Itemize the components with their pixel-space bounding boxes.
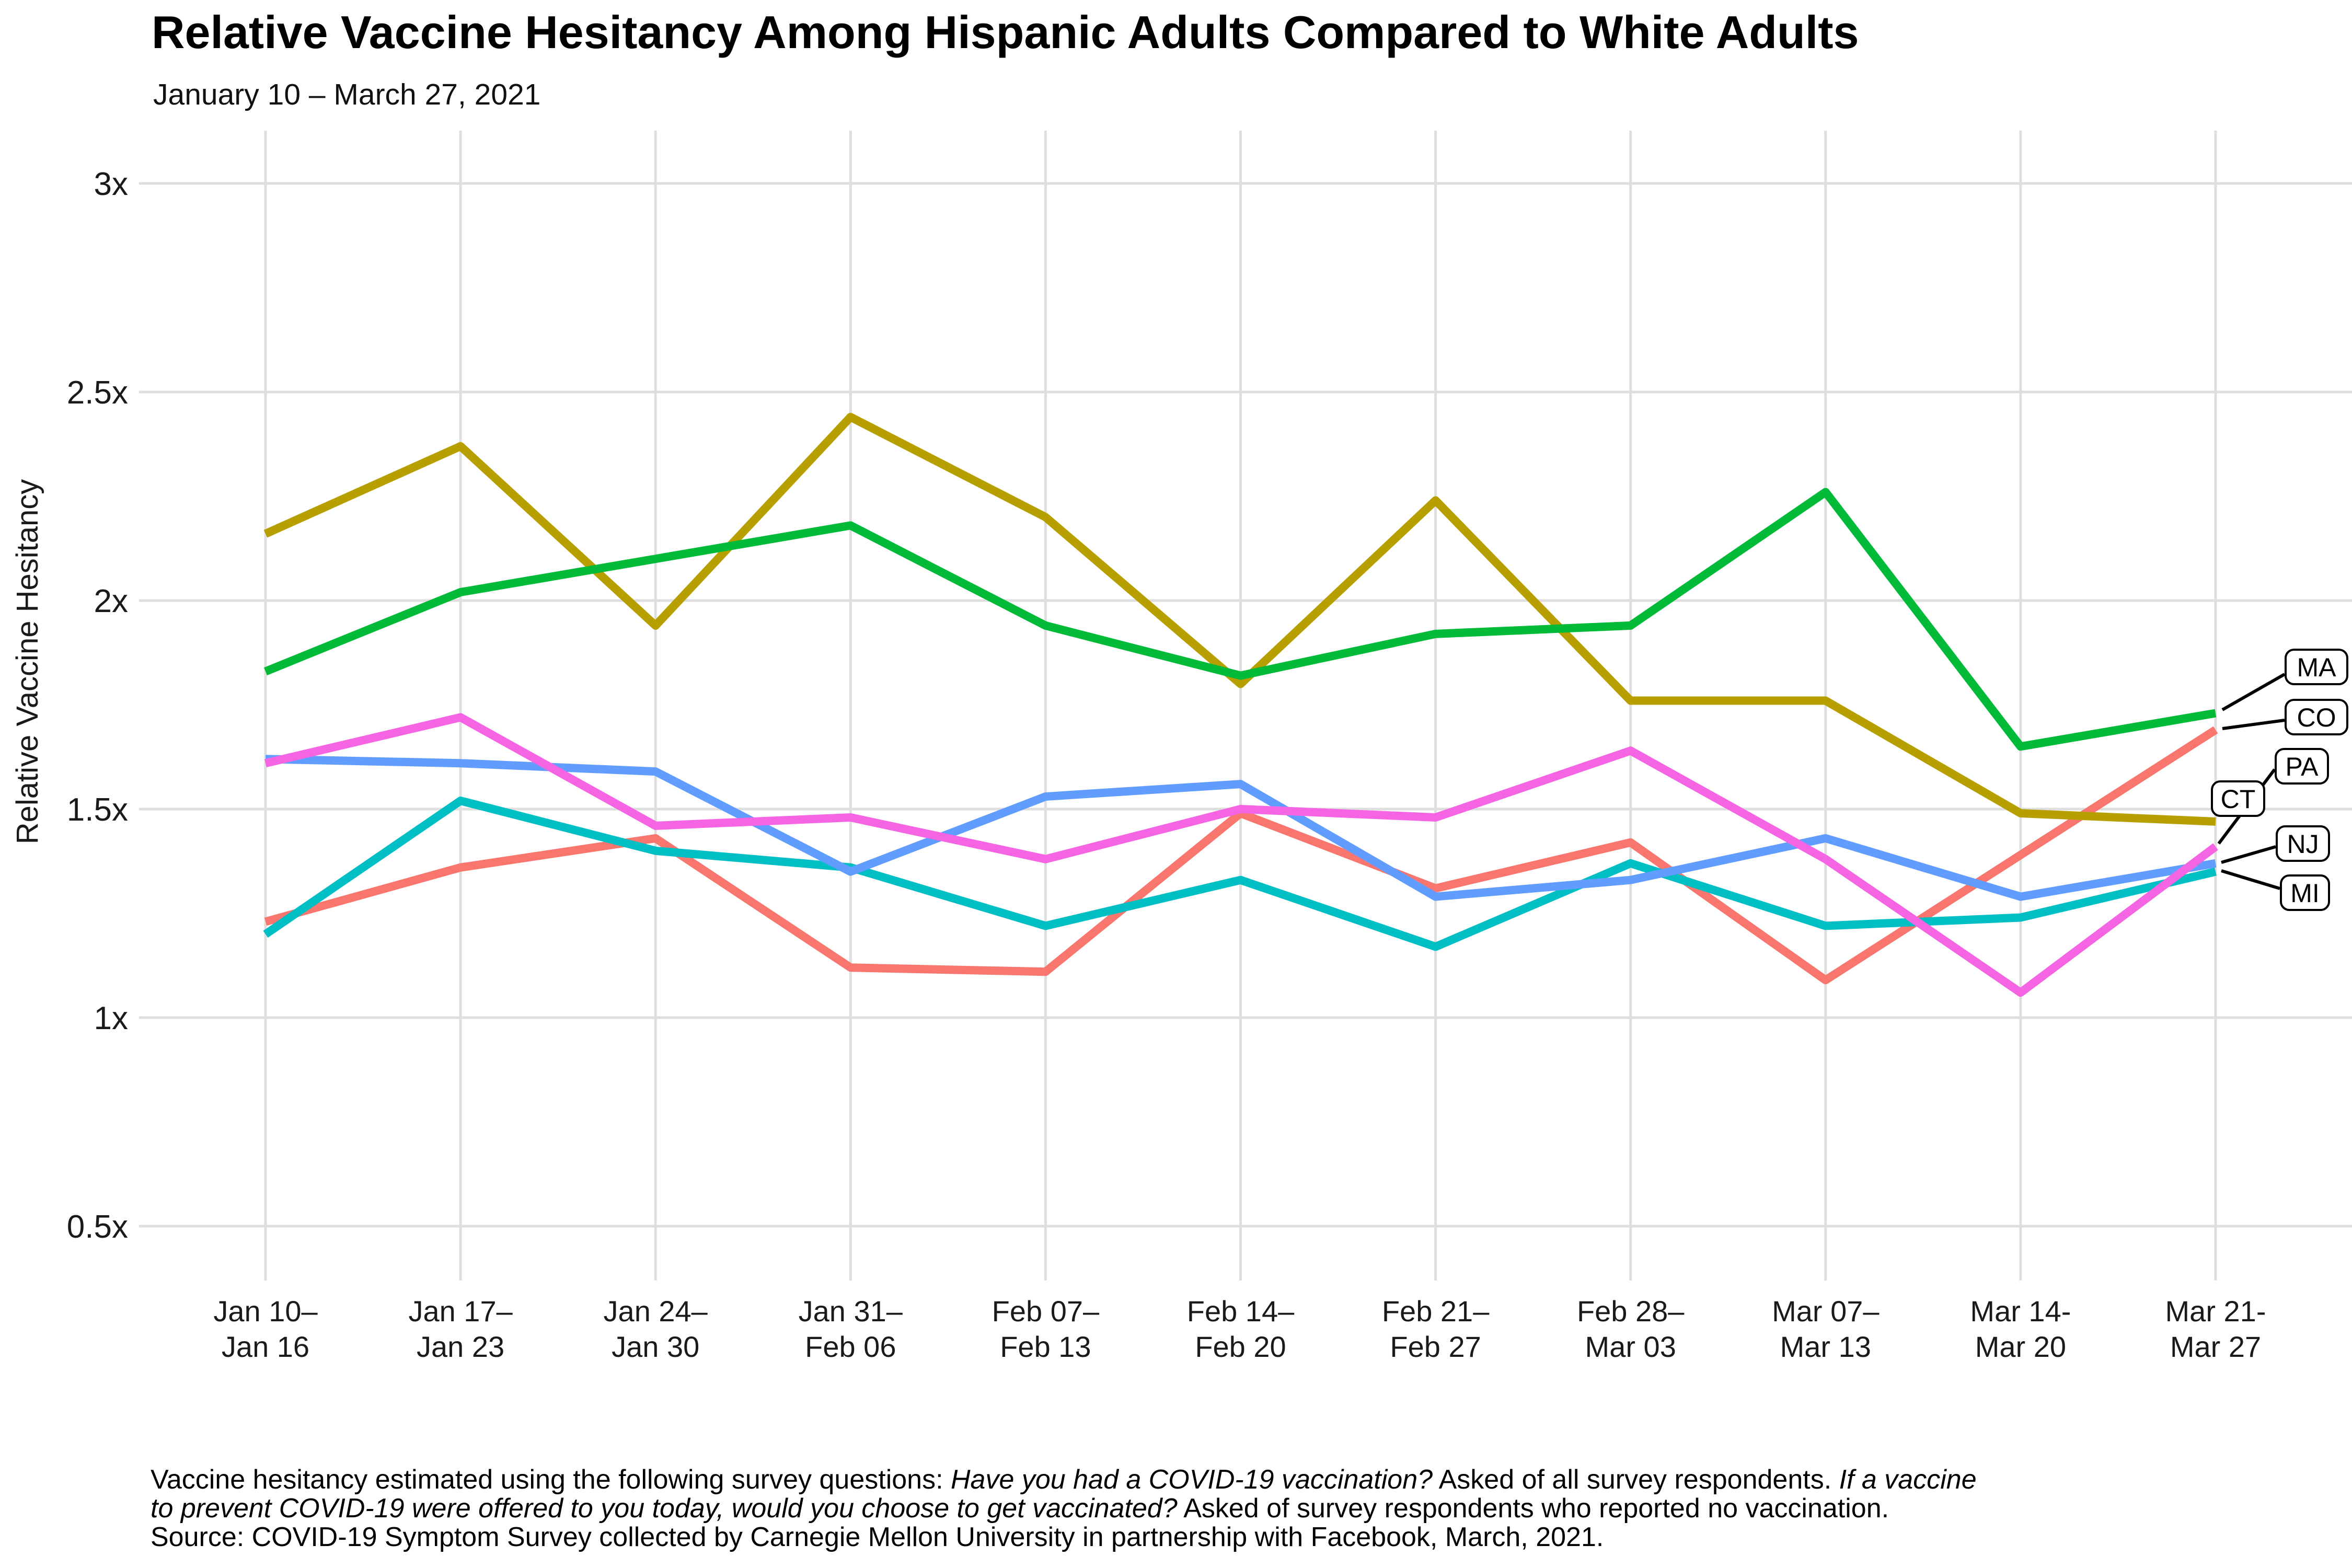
x-tick-label: Jan 31– Feb 06: [799, 1295, 903, 1363]
y-tick-label: 1.5x: [67, 792, 128, 828]
end-label-leader-NJ: [2221, 845, 2276, 864]
end-label-box-NJ: [2276, 825, 2330, 862]
series-end-labels: CO CT MA MI NJ PA: [2211, 649, 2348, 911]
end-label-text-CO: CO: [2297, 703, 2336, 732]
end-label-box-PA: [2275, 748, 2329, 785]
x-tick-label: Feb 21– Feb 27: [1382, 1295, 1490, 1363]
series-line-PA: [264, 713, 2218, 997]
y-tick-label: 2.5x: [67, 375, 128, 411]
series-line-MI: [263, 797, 2217, 951]
end-label-text-PA: PA: [2286, 752, 2319, 781]
x-tick-label: Mar 14-Mar 20: [1970, 1295, 2071, 1363]
end-label-leader-MA: [2221, 673, 2286, 711]
y-axis-title: Relative Vaccine Hesitancy: [10, 479, 44, 844]
end-label-text-MI: MI: [2290, 879, 2320, 908]
end-label-text-MA: MA: [2297, 653, 2337, 682]
series-lines: [263, 412, 2218, 997]
x-tick-label: Jan 10– Jan 16: [213, 1295, 318, 1363]
y-tick-label: 1x: [94, 1000, 128, 1036]
end-label-box-MA: [2285, 649, 2348, 685]
x-tick-label: Mar 21-Mar 27: [2165, 1295, 2266, 1363]
caption-line: Source: COVID-19 Symptom Survey collecte…: [151, 1522, 1604, 1552]
x-tick-label: Mar 07– Mar 13: [1772, 1295, 1880, 1363]
y-axis-tick-labels: 0.5x 1x 1.5x 2x 2.5x 3x: [67, 166, 128, 1245]
x-tick-label: Feb 28– Mar 03: [1577, 1295, 1685, 1363]
y-tick-label: 3x: [94, 166, 128, 202]
caption-line: to prevent COVID-19 were offered to you …: [151, 1493, 1889, 1524]
series-line-MA: [263, 488, 2217, 751]
end-label-leader-MI: [2221, 869, 2280, 890]
chart-caption: Vaccine hesitancy estimated using the fo…: [151, 1465, 1977, 1552]
series-line-NJ: [265, 755, 2217, 901]
end-label-box-CT: [2211, 780, 2265, 817]
x-tick-label: Jan 24– Jan 30: [604, 1295, 708, 1363]
caption-line: Vaccine hesitancy estimated using the fo…: [151, 1465, 1977, 1495]
x-tick-label: Jan 17– Jan 23: [408, 1295, 513, 1363]
x-axis-tick-labels: Jan 10– Jan 16 Jan 17– Jan 23 Jan 24– Jan 30 J…: [213, 1295, 2266, 1363]
end-label-text-CT: CT: [2221, 785, 2256, 814]
y-tick-label: 2x: [94, 583, 128, 619]
x-tick-label: Feb 07– Feb 13: [992, 1295, 1100, 1363]
x-tick-label: Feb 14– Feb 20: [1187, 1295, 1295, 1363]
chart-title: Relative Vaccine Hesitancy Among Hispani…: [152, 6, 1859, 58]
end-label-text-NJ: NJ: [2287, 829, 2319, 859]
end-label-leader-CO: [2222, 719, 2285, 730]
end-label-box-CO: [2285, 699, 2348, 735]
end-label-box-MI: [2280, 874, 2330, 911]
y-tick-label: 0.5x: [67, 1209, 128, 1245]
chart-subtitle: January 10 – March 27, 2021: [153, 78, 540, 111]
